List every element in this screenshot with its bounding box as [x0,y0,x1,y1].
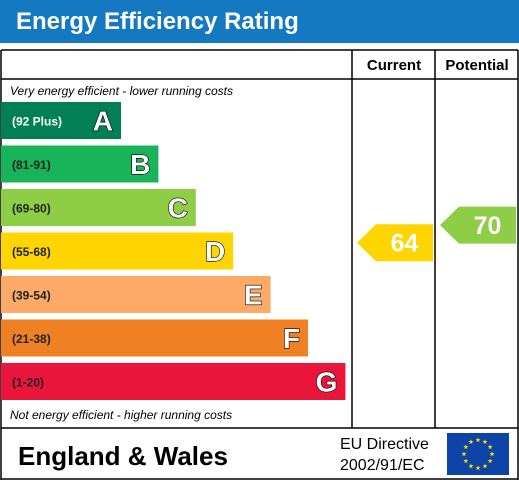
potential-rating-marker: 70 [440,206,516,244]
eu-flag-icon [447,433,509,475]
chart-title: Energy Efficiency Rating [0,0,519,43]
eu-star-icon [489,451,495,457]
rating-markers: 64 70 [357,206,516,262]
band-d: (55-68) D [1,232,234,270]
directive-line-2: 2002/91/EC [340,457,425,474]
band-range-e: (39-54) [12,289,51,303]
band-e: (39-54) E [1,276,271,313]
band-range-c: (69-80) [12,202,51,216]
band-letter-c: C [168,193,188,224]
eu-star-icon [461,451,467,457]
eu-star-icon [468,463,474,469]
band-letter-d: D [205,236,225,267]
current-rating-value: 64 [391,230,419,258]
band-range-g: (1-20) [12,376,44,390]
band-bar-a [1,102,121,139]
top-note: Very energy efficient - lower running co… [10,84,233,98]
eu-star-icon [482,439,488,444]
potential-column-header: Potential [445,57,508,74]
eu-star-icon [487,444,493,450]
band-range-b: (81-91) [12,158,51,172]
band-range-a: (92 Plus) [12,115,62,129]
rating-bands: (92 Plus) A (81-91) B (69-80) C (55-68) D (39-54… [1,102,346,400]
band-a: (92 Plus) A [1,102,121,139]
current-rating-marker: 64 [357,224,433,262]
directive-line-1: EU Directive [340,436,429,453]
band-b: (81-91) B [1,145,159,183]
band-range-f: (21-38) [12,332,51,346]
band-letter-f: F [283,323,300,354]
current-column-header: Current [367,57,421,74]
band-letter-a: A [93,106,113,137]
eu-star-icon [468,439,474,444]
band-bar-g [1,363,346,400]
band-bar-d [1,232,234,270]
band-c: (69-80) C [1,189,196,226]
band-bar-c [1,189,196,226]
band-bar-e [1,276,271,313]
eu-star-icon [463,458,469,464]
band-f: (21-38) F [1,319,308,357]
band-bar-f [1,319,308,357]
eu-star-icon [475,465,481,471]
potential-rating-arrow [440,206,516,244]
potential-rating-value: 70 [474,212,502,240]
eu-star-icon [487,458,493,464]
eu-star-icon [482,463,488,469]
bottom-note: Not energy efficient - higher running co… [10,408,232,422]
band-letter-g: G [316,367,338,398]
band-range-d: (55-68) [12,245,51,259]
band-bar-b [1,145,159,183]
current-rating-arrow [357,224,433,262]
eu-star-icon [463,444,469,450]
region-label: England & Wales [18,441,228,471]
eu-star-icon [475,437,481,443]
band-g: (1-20) G [1,363,346,400]
band-letter-e: E [244,280,263,311]
band-letter-b: B [130,149,150,180]
